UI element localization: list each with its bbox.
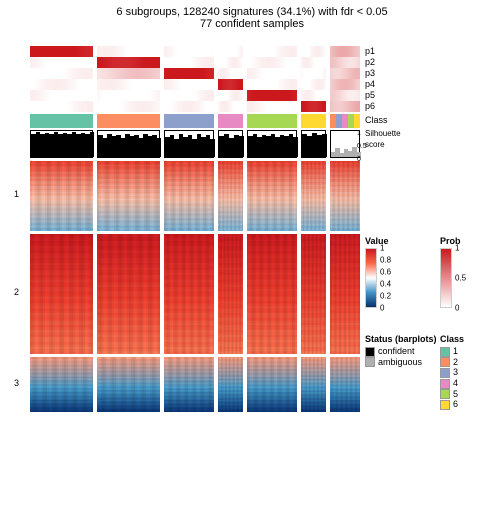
legend-item: 4 (440, 378, 464, 389)
legend-value: Value00.20.40.60.81 (365, 236, 389, 308)
prob-label: p5 (365, 90, 388, 101)
heatmap-row (30, 161, 360, 231)
legend-item: 6 (440, 399, 464, 410)
prob-label: p4 (365, 79, 388, 90)
prob-row (30, 57, 360, 68)
subtitle: 77 confident samples (0, 18, 504, 30)
prob-row (30, 46, 360, 57)
heatmap-row-label: 1 (14, 189, 19, 199)
prob-row (30, 90, 360, 101)
prob-row (30, 79, 360, 90)
prob-label: p3 (365, 68, 388, 79)
legend-item: ambiguous (365, 357, 437, 368)
silhouette-label: Silhouette score (365, 128, 401, 150)
silhouette-row (30, 130, 360, 158)
legend-title: Class (440, 334, 464, 344)
prob-label: p2 (365, 57, 388, 68)
legend-class: Class 123456 (440, 334, 464, 410)
prob-row (30, 68, 360, 79)
class-row (30, 114, 360, 128)
prob-labels: p1p2p3p4p5p6ClassSilhouette score00.51 (365, 46, 388, 126)
legend-title: Value (365, 236, 389, 246)
heatmap-row (30, 234, 360, 354)
main-plot (30, 46, 360, 412)
prob-label: p1 (365, 46, 388, 57)
legend-status: Status (barplots) confidentambiguous (365, 334, 437, 367)
legend-item: confident (365, 346, 437, 357)
legend-item: 5 (440, 389, 464, 400)
title: 6 subgroups, 128240 signatures (34.1%) w… (0, 6, 504, 18)
heatmap-row (30, 357, 360, 412)
legend-item: 1 (440, 346, 464, 357)
legend-prob: Prob00.51 (440, 236, 461, 308)
class-label: Class (365, 115, 388, 126)
heatmap-row-label: 2 (14, 287, 19, 297)
prob-row (30, 101, 360, 112)
heatmap-row-label: 3 (14, 378, 19, 388)
legend-title: Status (barplots) (365, 334, 437, 344)
legend-item: 2 (440, 357, 464, 368)
prob-label: p6 (365, 101, 388, 112)
legend-item: 3 (440, 367, 464, 378)
